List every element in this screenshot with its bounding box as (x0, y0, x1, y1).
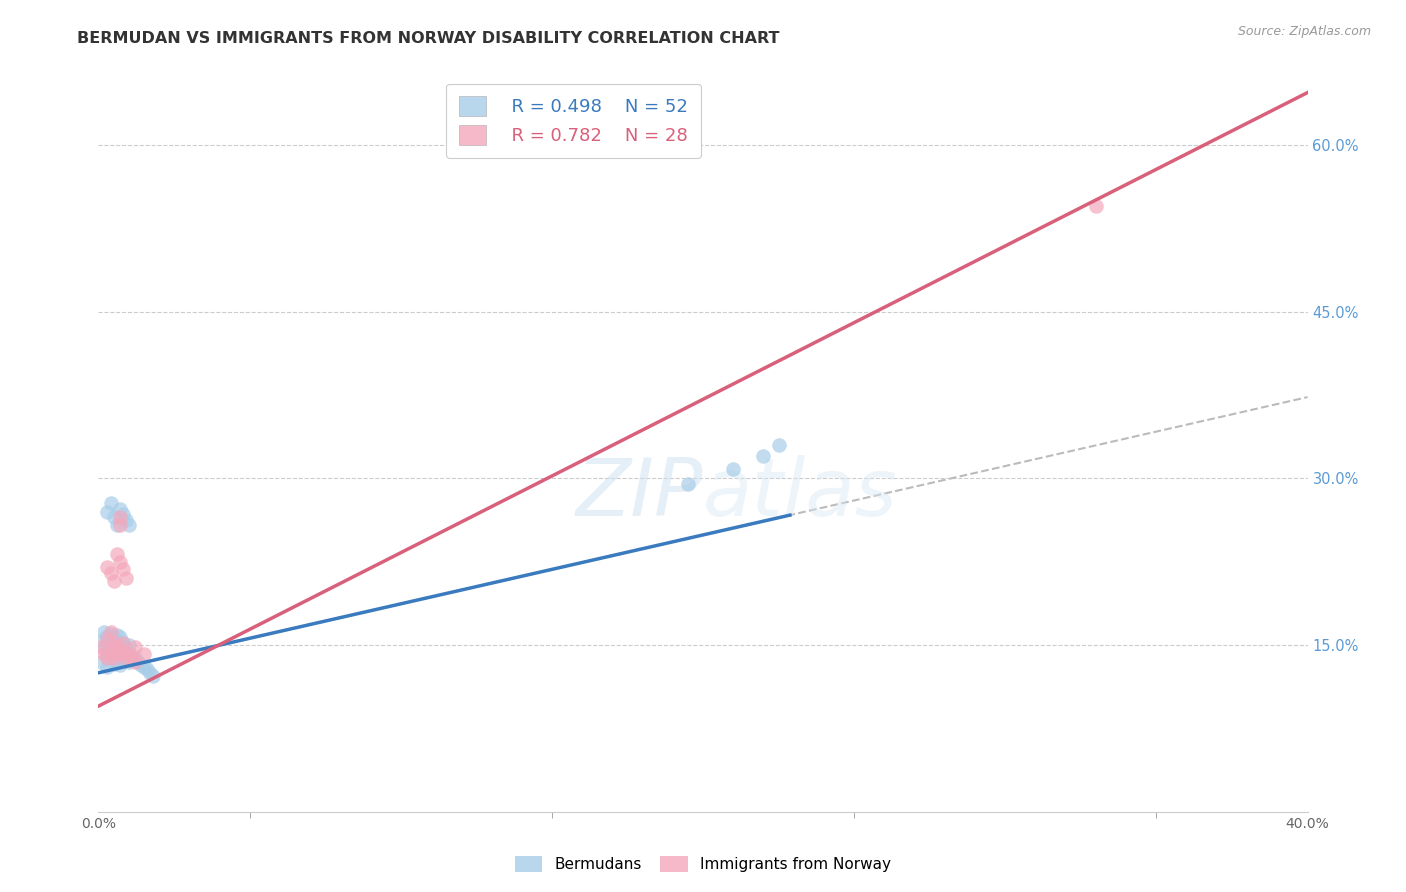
Point (100, 624, 122, 639)
Point (96, 651, 118, 665)
Point (111, 636, 134, 650)
Point (103, 632, 125, 646)
Point (100, 566, 122, 580)
Point (1085, 199, 1108, 213)
Point (96, 647, 118, 661)
Point (111, 654, 134, 668)
Point (124, 655, 146, 669)
Point (108, 517, 131, 532)
Point (108, 630, 131, 644)
Point (100, 496, 122, 510)
Point (114, 651, 136, 665)
Point (111, 645, 134, 659)
Point (108, 510, 131, 524)
Point (103, 636, 125, 650)
Point (132, 660, 155, 674)
Point (111, 562, 134, 576)
Point (103, 640, 125, 655)
Point (103, 510, 125, 524)
Point (142, 669, 165, 683)
Point (118, 647, 141, 661)
Point (93, 624, 115, 639)
Point (105, 637, 128, 651)
Point (118, 638, 141, 652)
Point (96, 632, 118, 647)
Point (768, 438, 790, 452)
Legend:   R = 0.498    N = 52,   R = 0.782    N = 28: R = 0.498 N = 52, R = 0.782 N = 28 (446, 84, 700, 158)
Point (108, 658, 131, 673)
Point (118, 647, 141, 661)
Point (118, 517, 141, 532)
Point (108, 555, 131, 569)
Point (90, 640, 112, 655)
Point (93, 647, 115, 661)
Text: Source: ZipAtlas.com: Source: ZipAtlas.com (1237, 25, 1371, 38)
Point (103, 574, 125, 588)
Point (96, 660, 118, 674)
Point (118, 655, 141, 669)
Point (105, 628, 128, 642)
Point (108, 648, 131, 662)
Point (111, 507, 134, 521)
Point (93, 640, 115, 655)
Point (124, 640, 146, 655)
Point (90, 655, 112, 669)
Point (103, 657, 125, 671)
Point (114, 571, 136, 585)
Point (93, 632, 115, 647)
Point (121, 651, 143, 665)
Point (108, 639, 131, 653)
Point (103, 651, 125, 665)
Point (108, 502, 131, 516)
Point (114, 642, 136, 657)
Point (96, 505, 118, 519)
Point (100, 643, 122, 657)
Point (103, 649, 125, 664)
Point (100, 627, 122, 641)
Point (105, 655, 128, 669)
Point (114, 514, 136, 528)
Point (135, 662, 157, 676)
Point (105, 547, 128, 561)
Point (105, 640, 128, 655)
Text: ZIP: ZIP (575, 455, 703, 533)
Point (105, 647, 128, 661)
Point (111, 643, 134, 657)
Point (676, 476, 699, 491)
Point (114, 651, 136, 665)
Point (752, 449, 775, 463)
Point (96, 629, 118, 643)
Point (111, 636, 134, 650)
Legend: Bermudans, Immigrants from Norway: Bermudans, Immigrants from Norway (508, 848, 898, 880)
Point (132, 647, 155, 661)
Text: atlas: atlas (703, 455, 898, 533)
Point (105, 646, 128, 660)
Text: BERMUDAN VS IMMIGRANTS FROM NORWAY DISABILITY CORRELATION CHART: BERMUDAN VS IMMIGRANTS FROM NORWAY DISAB… (77, 31, 780, 46)
Point (105, 517, 128, 532)
Point (124, 651, 146, 665)
Point (129, 658, 152, 673)
Point (723, 462, 745, 476)
Point (127, 655, 149, 669)
Point (96, 638, 118, 652)
Point (139, 665, 162, 680)
Point (121, 649, 143, 664)
Point (100, 636, 122, 650)
Point (100, 643, 122, 657)
Point (96, 560, 118, 574)
Point (100, 651, 122, 665)
